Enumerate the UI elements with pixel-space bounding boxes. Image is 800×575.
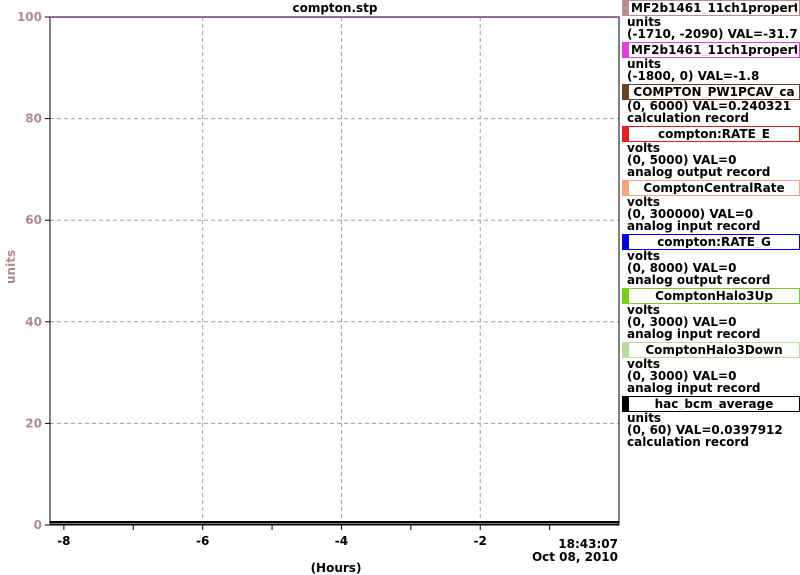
pv-name-box[interactable]: hac_bcm_average (622, 396, 800, 412)
pv-info-line: calculation record (627, 435, 749, 449)
y-tick-label: 60 (25, 213, 42, 227)
pv-name-label: MF2b1461_11ch1property.F (631, 2, 797, 14)
pv-name-box[interactable]: ComptonHalo3Down (622, 342, 800, 358)
pv-name-box[interactable]: compton:RATE_G (622, 234, 800, 250)
pv-info-line: units (627, 15, 662, 29)
pv-name-box[interactable]: MF2b1461_11ch1property.F (622, 0, 800, 16)
y-axis-ticks: 0 20 40 60 80 100 (17, 10, 50, 532)
pv-name-label: MF2b1461_11ch1property.E (631, 44, 797, 56)
pv-info-line: units (627, 57, 662, 71)
pv-info-line: analog output record (627, 273, 771, 287)
pv-color-swatch (623, 181, 629, 195)
pv-color-swatch (623, 235, 629, 249)
pv-info-line: calculation record (627, 111, 749, 125)
pv-name-label: ComptonHalo3Down (645, 344, 783, 356)
pv-color-swatch (623, 343, 629, 357)
pv-name-label: ComptonCentralRate (643, 182, 785, 194)
grid-lines (50, 17, 619, 525)
y-tick-label: 80 (25, 112, 42, 126)
pv-color-swatch (623, 127, 629, 141)
y-tick-label: 20 (25, 416, 42, 430)
y-tick-label: 40 (25, 315, 42, 329)
y-tick-label: 100 (17, 10, 42, 24)
y-axis-label: units (4, 249, 18, 284)
x-tick-label: -4 (335, 534, 348, 548)
pv-info-line: (0, 5000) VAL=0 (627, 153, 737, 167)
x-axis-label: (Hours) (310, 561, 362, 575)
y-tick-label: 0 (34, 518, 42, 532)
pv-legend-entry[interactable]: hac_bcm_average units (0, 60) VAL=0.039791… (622, 396, 800, 448)
pv-info-line: volts (627, 195, 661, 209)
pv-name-box[interactable]: compton:RATE_E (622, 126, 800, 142)
pv-color-swatch (623, 43, 629, 57)
date-label: Oct 08, 2010 (531, 550, 618, 564)
plot-frame (49, 16, 620, 526)
pv-info-line: volts (627, 141, 661, 155)
pv-info-line: analog output record (627, 165, 771, 179)
pv-legend-entry[interactable]: MF2b1461_11ch1property.Eunits(-1800, 0) … (622, 42, 800, 82)
pv-color-swatch (623, 1, 629, 15)
x-tick-label: -2 (474, 534, 487, 548)
time-label: 18:43:07 (558, 537, 618, 551)
x-axis-ticks: -8 -6 -4 -2 (57, 525, 551, 548)
pv-legend-entry[interactable]: ComptonHalo3Up volts (0, 3000) VAL=0 analog… (622, 288, 800, 340)
pv-legend-entry[interactable]: compton:RATE_E volts (0, 5000) VAL=0 analog… (622, 126, 800, 178)
pv-name-label: ComptonHalo3Up (655, 290, 773, 302)
pv-legend-entry[interactable]: ComptonHalo3Down volts (0, 3000) VAL=0 anal… (622, 342, 800, 394)
pv-name-box[interactable]: MF2b1461_11ch1property.E (622, 42, 800, 58)
pv-info-line: (0, 300000) VAL=0 (627, 207, 754, 221)
pv-legend-entry[interactable]: COMPTON_PW1PCAV_ca (0, 6000) VAL=0.240321… (622, 84, 800, 124)
pv-legend: MF2b1461_11ch1property.Funits(-1710, -20… (622, 0, 800, 450)
x-tick-label: -6 (196, 534, 209, 548)
pv-name-label: compton:RATE_E (658, 128, 770, 140)
pv-info-line: volts (627, 357, 661, 371)
x-tick-label: -8 (57, 534, 70, 548)
strip-chart-plot[interactable]: 0 20 40 60 80 100 -8 -6 -4 -2 (0, 0, 622, 575)
time-readout: 18:43:07 Oct 08, 2010 (532, 538, 618, 564)
pv-info-line: (0, 6000) VAL=0.240321 (627, 99, 792, 113)
pv-name-label: hac_bcm_average (654, 398, 774, 410)
pv-info-line: (-1710, -2090) VAL=-31.7 (627, 27, 798, 41)
pv-legend-entry[interactable]: ComptonCentralRate volts (0, 300000) VAL=0… (622, 180, 800, 232)
pv-color-swatch (623, 289, 629, 303)
pv-name-label: compton:RATE_G (657, 236, 771, 248)
pv-info-line: units (627, 411, 662, 425)
pv-info-line: volts (627, 303, 661, 317)
pv-info-line: (0, 60) VAL=0.0397912 (627, 423, 783, 437)
pv-legend-entry[interactable]: MF2b1461_11ch1property.Funits(-1710, -20… (622, 0, 800, 40)
pv-info-line: analog input record (627, 381, 761, 395)
pv-info-line: (0, 3000) VAL=0 (627, 369, 737, 383)
pv-color-swatch (623, 397, 629, 411)
pv-legend-entry[interactable]: compton:RATE_G volts (0, 8000) VAL=0 analog… (622, 234, 800, 286)
pv-name-label: COMPTON_PW1PCAV_ca (633, 86, 795, 98)
pv-info-line: (0, 8000) VAL=0 (627, 261, 737, 275)
plot-title: compton.stp (292, 1, 378, 15)
pv-info-line: volts (627, 249, 661, 263)
pv-color-swatch (623, 85, 629, 99)
pv-info-line: (0, 3000) VAL=0 (627, 315, 737, 329)
pv-info-line: (-1800, 0) VAL=-1.8 (627, 69, 760, 83)
pv-name-box[interactable]: COMPTON_PW1PCAV_ca (622, 84, 800, 100)
pv-name-box[interactable]: ComptonHalo3Up (622, 288, 800, 304)
pv-name-box[interactable]: ComptonCentralRate (622, 180, 800, 196)
pv-info-line: analog input record (627, 219, 761, 233)
pv-info-line: analog input record (627, 327, 761, 341)
